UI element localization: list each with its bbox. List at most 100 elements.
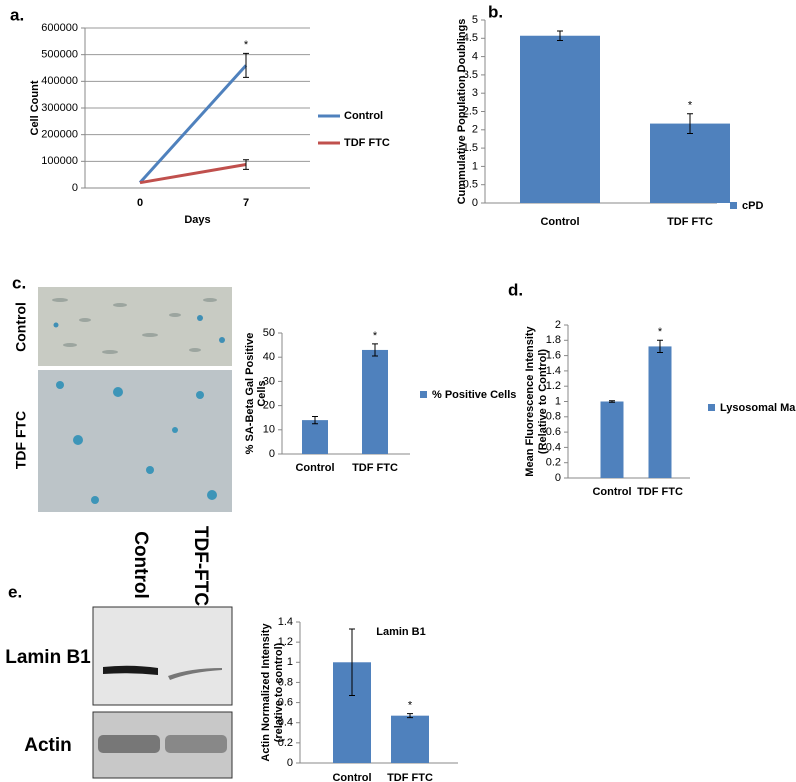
error-bar	[312, 415, 318, 425]
panel-label: b.	[488, 2, 503, 21]
y-tick-label: 5	[472, 14, 478, 26]
y-tick-label: 1	[287, 656, 293, 668]
error-bar	[349, 628, 355, 697]
y-tick-label: 0.4	[546, 441, 561, 453]
y-axis-label: Cummulative Population Doublings	[456, 19, 468, 205]
y-tick-label: 4.5	[463, 32, 478, 44]
legend-marker	[708, 404, 715, 411]
y-tick-label: 100000	[41, 155, 78, 167]
x-tick-label: Control	[332, 772, 371, 782]
error-bar	[687, 113, 693, 134]
error-bar	[557, 30, 563, 41]
error-bar	[243, 159, 249, 170]
blot-row-label: Actin	[24, 735, 72, 756]
error-bar	[407, 713, 413, 719]
x-tick-label: TDF FTC	[667, 216, 713, 228]
y-axis-label: (relative to control)	[273, 642, 285, 742]
y-tick-label: 0.4	[278, 717, 293, 729]
y-tick-label: 200000	[41, 129, 78, 141]
line	[139, 163, 247, 185]
y-tick-label: 2	[472, 124, 478, 136]
error-bar	[372, 343, 378, 357]
x-tick-label: 7	[243, 197, 249, 209]
y-tick-label: 0.2	[546, 457, 561, 469]
x-tick-label: TDF FTC	[352, 462, 398, 474]
panel-label: e.	[8, 582, 22, 601]
micrograph-control	[38, 287, 232, 366]
y-axis-label: (Relative to Control)	[537, 349, 549, 454]
y-axis-label: Cells	[256, 380, 268, 406]
bar	[648, 346, 672, 478]
y-tick-label: 600000	[41, 22, 78, 34]
legend-label: Control	[344, 110, 383, 122]
error-bar	[243, 52, 249, 78]
annotation: *	[658, 326, 663, 338]
x-tick-label: Control	[592, 486, 631, 498]
x-tick-label: TDF FTC	[387, 772, 433, 782]
y-axis-label: Mean Fluorescence Intensity	[524, 325, 536, 476]
bar	[391, 715, 429, 763]
y-tick-label: 400000	[41, 75, 78, 87]
y-tick-label: 0	[72, 182, 78, 194]
x-tick-label: TDF FTC	[637, 486, 683, 498]
panel-label: a.	[10, 5, 24, 24]
y-tick-label: 0.8	[546, 411, 561, 423]
x-tick-label: Control	[295, 462, 334, 474]
x-tick-label: 0	[137, 197, 143, 209]
error-bar	[657, 339, 663, 354]
micrograph-label: Control	[13, 302, 29, 352]
micrograph-tdf-ftc	[38, 370, 232, 512]
y-tick-label: 1.8	[546, 334, 561, 346]
x-tick-label: Control	[540, 216, 579, 228]
y-tick-label: 0	[287, 757, 293, 769]
y-tick-label: 1.4	[278, 616, 293, 628]
bar	[600, 401, 624, 478]
y-tick-label: 40	[263, 351, 275, 363]
bar	[650, 123, 730, 203]
y-tick-label: 0.6	[546, 426, 561, 438]
y-tick-label: 0.5	[463, 179, 478, 191]
lane-label: Control	[130, 531, 151, 599]
y-tick-label: 1.4	[546, 365, 561, 377]
x-axis-label: Days	[184, 214, 210, 226]
lane-label: TDF-FTC	[190, 526, 211, 606]
y-tick-label: 0.6	[278, 696, 293, 708]
error-bar	[609, 400, 615, 403]
y-tick-label: 20	[263, 400, 275, 412]
annotation: *	[688, 100, 693, 112]
y-tick-label: 2	[555, 319, 561, 331]
legend-label: Lysosomal Mass	[720, 402, 796, 414]
micrograph-label: TDF FTC	[13, 411, 29, 469]
y-tick-label: 0	[555, 472, 561, 484]
annotation: *	[408, 700, 413, 712]
legend-marker	[420, 391, 427, 398]
legend-label: cPD	[742, 200, 763, 212]
y-tick-label: 1.6	[546, 350, 561, 362]
blot-row-label: Lamin B1	[5, 647, 91, 668]
blot	[92, 606, 233, 779]
y-tick-label: 1.5	[463, 142, 478, 154]
chart-title: Lamin B1	[376, 626, 426, 638]
y-tick-label: 0.8	[278, 676, 293, 688]
y-tick-label: 1	[472, 160, 478, 172]
bar	[362, 349, 388, 454]
y-tick-label: 4	[472, 51, 478, 63]
y-tick-label: 50	[263, 327, 275, 339]
legend-marker	[730, 202, 737, 209]
panel-label: d.	[508, 280, 523, 299]
y-axis-label: Cell Count	[29, 80, 41, 135]
y-tick-label: 1.2	[278, 636, 293, 648]
panel-label: c.	[12, 273, 26, 292]
legend-label: % Positive Cells	[432, 389, 516, 401]
y-axis-label: % SA-Beta Gal Positive	[244, 333, 256, 455]
annotation: *	[373, 330, 378, 342]
y-tick-label: 1.2	[546, 380, 561, 392]
y-tick-label: 30	[263, 375, 275, 387]
line	[138, 64, 248, 184]
y-tick-label: 3.5	[463, 69, 478, 81]
y-tick-label: 0	[269, 448, 275, 460]
y-tick-label: 2.5	[463, 105, 478, 117]
bar	[302, 420, 328, 454]
y-axis-label: Actin Normalized Intensity	[260, 623, 272, 762]
